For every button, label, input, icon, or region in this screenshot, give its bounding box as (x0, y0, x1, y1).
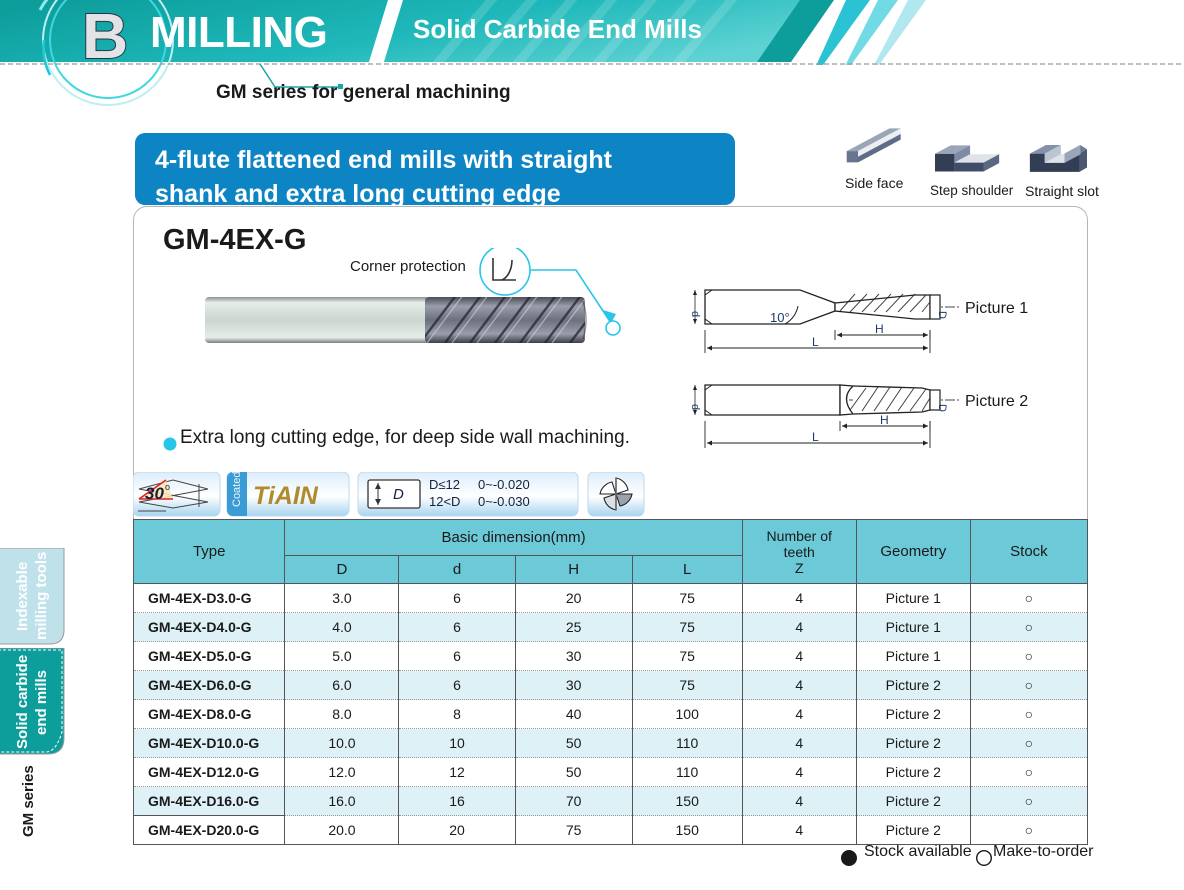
svg-text:D≤12: D≤12 (429, 477, 460, 492)
svg-text:0~-0.030: 0~-0.030 (478, 494, 530, 509)
svg-text:d: d (690, 404, 701, 410)
svg-text:D: D (936, 404, 948, 412)
svg-text:10°: 10° (770, 310, 790, 325)
svg-text:d: d (690, 311, 701, 317)
svg-text:H: H (880, 413, 889, 427)
svg-text:0~-0.020: 0~-0.020 (478, 477, 530, 492)
svg-text:Picture 2: Picture 2 (965, 393, 1028, 410)
svg-text:o: o (165, 482, 170, 492)
svg-text:Picture 1: Picture 1 (965, 300, 1028, 317)
svg-text:30: 30 (145, 484, 164, 503)
svg-text:TiAIN: TiAIN (253, 482, 319, 510)
svg-text:H: H (875, 322, 884, 336)
svg-text:L: L (812, 430, 819, 444)
svg-text:D: D (393, 486, 404, 503)
svg-text:L: L (812, 335, 819, 349)
svg-text:Coated: Coated (231, 472, 243, 507)
svg-text:D: D (936, 311, 948, 319)
svg-text:12<D: 12<D (429, 494, 460, 509)
